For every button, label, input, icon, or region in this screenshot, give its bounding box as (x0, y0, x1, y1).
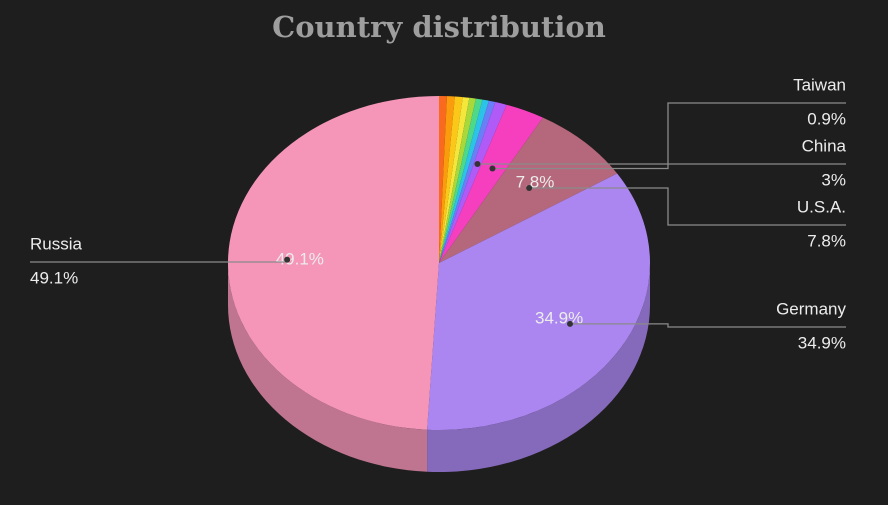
leader-dot (489, 165, 496, 172)
leader-dot (526, 184, 533, 191)
pie-slice (439, 96, 463, 264)
leader-line (529, 187, 846, 226)
pie-slice (439, 96, 455, 264)
pie-slice (439, 99, 489, 263)
label-value: 3% (821, 170, 846, 189)
label-name: Germany (776, 299, 846, 318)
pie-slice (439, 97, 470, 263)
pie-slice-side (228, 263, 428, 472)
pie-slice (439, 100, 496, 263)
inner-value-label: 7.8% (516, 173, 555, 192)
label-name: China (802, 136, 847, 155)
pie-slice (439, 98, 483, 263)
pie-sides (228, 263, 650, 473)
pie-slice (439, 102, 507, 264)
chart-title: Country distribution (272, 10, 606, 44)
leader-line (570, 323, 846, 328)
leader-dot (567, 320, 574, 327)
label-name: Russia (30, 234, 83, 253)
pie-slice (427, 173, 650, 431)
leader-line (477, 102, 846, 165)
pie-slice (439, 96, 447, 263)
leader-line (492, 163, 846, 170)
label-value: 7.8% (807, 231, 846, 250)
pie-slice (227, 96, 439, 430)
label-name: Taiwan (793, 75, 846, 94)
label-value: 34.9% (798, 333, 846, 352)
leader-dot (474, 161, 481, 168)
pie-slice (439, 104, 543, 263)
pie-slice-side (427, 263, 650, 473)
leader-dot (284, 256, 291, 263)
label-value: 49.1% (30, 268, 78, 287)
pie-slice (439, 97, 476, 264)
label-name: U.S.A. (797, 197, 846, 216)
pie-top (227, 96, 650, 431)
label-value: 0.9% (807, 109, 846, 128)
inner-value-label: 49.1% (276, 249, 324, 268)
